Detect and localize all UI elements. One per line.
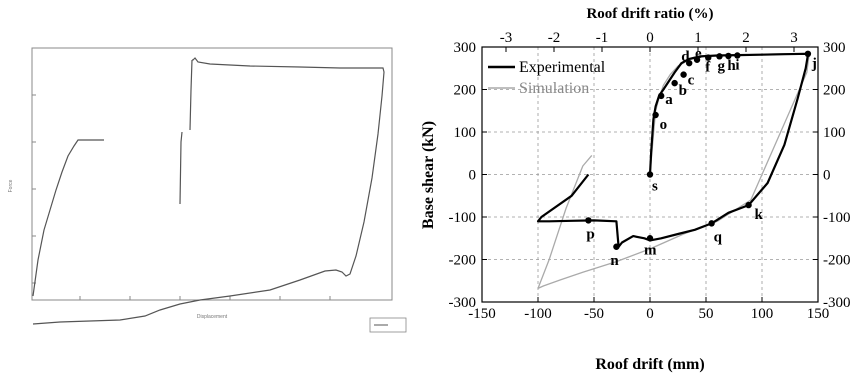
left-x-axis-label: Displacement — [197, 314, 228, 320]
annotation-point — [585, 217, 592, 224]
y-tick-label-right: 100 — [823, 125, 846, 141]
x2-axis-label: Roof drift ratio (%) — [586, 6, 713, 22]
annotation-point — [745, 201, 752, 209]
x2-tick-label: -1 — [596, 30, 609, 46]
x-tick-label: 0 — [646, 306, 654, 322]
x-tick-label: 150 — [807, 306, 830, 322]
annotation-label: k — [755, 207, 764, 223]
annotation-label: b — [679, 83, 687, 99]
annotation-point — [716, 53, 723, 60]
left-curve-upper — [32, 57, 385, 325]
annotation-point — [646, 235, 654, 242]
annotation-label: i — [735, 58, 739, 74]
x-tick-label: -150 — [468, 306, 496, 322]
annotation-label: e — [695, 46, 702, 62]
left-curve-lower — [32, 59, 193, 297]
legend-label-simulation: Simulation — [519, 80, 589, 97]
series-line-experimental — [536, 52, 809, 248]
annotation-point — [652, 111, 659, 119]
annotation-label: n — [610, 253, 619, 269]
annotation-label: o — [660, 117, 668, 133]
x-tick-labels: -150 -100 -50 0 50 100 150 — [468, 306, 829, 322]
annotation-point — [734, 52, 741, 59]
annotation-point — [804, 50, 812, 57]
annotation-label: g — [717, 58, 725, 74]
y-tick-labels-left: -300 -200 -100 0 100 200 300 — [449, 40, 477, 311]
y-tick-labels-right: -300 -200 -100 0 100 200 300 — [823, 40, 851, 311]
annotation-label: s — [652, 179, 658, 195]
legend-label-experimental: Experimental — [519, 59, 606, 76]
annotation-point — [725, 52, 732, 60]
series-lines — [536, 52, 810, 290]
annotation-point — [671, 79, 678, 87]
y-tick-label-left: 200 — [454, 83, 477, 99]
annotation-label: m — [644, 242, 657, 258]
y-tick-label-right: -200 — [823, 253, 851, 269]
left-y-axis-label: Force — [8, 179, 14, 192]
annotation-label: d — [681, 49, 690, 65]
y-tick-label-left: 100 — [454, 125, 477, 141]
annotation-point — [646, 171, 654, 178]
x2-tick-label: -3 — [500, 30, 513, 46]
y-axis-label: Base shear (kN) — [420, 121, 437, 229]
axis-ticks — [481, 46, 819, 303]
annotation-label: j — [811, 56, 817, 72]
x2-tick-label: 3 — [790, 30, 798, 46]
annotation-label: a — [665, 92, 673, 108]
legend: Experimental Simulation — [488, 59, 606, 97]
y-tick-label-left: 300 — [454, 40, 477, 56]
annotation-point — [680, 71, 687, 78]
x-tick-label: 50 — [699, 306, 714, 322]
y-tick-label-left: -200 — [449, 253, 477, 269]
left-x-ticks — [79, 296, 331, 300]
annotation-point — [613, 243, 620, 250]
series-line-simulation — [537, 52, 810, 290]
y-tick-label-left: -100 — [449, 210, 477, 226]
annotation-points — [585, 50, 812, 250]
annotation-point — [686, 59, 693, 67]
x-axis-label: Roof drift (mm) — [595, 356, 704, 373]
annotation-point — [705, 54, 712, 61]
annotation-point — [708, 220, 715, 227]
annotation-label: f — [705, 60, 711, 76]
y-tick-label-left: -300 — [449, 295, 477, 311]
annotation-label: q — [714, 229, 723, 245]
x-tick-label: 100 — [751, 306, 774, 322]
y-tick-label-right: 300 — [823, 40, 846, 56]
y-tick-label-right: 0 — [823, 168, 831, 184]
left-chart: Force Displacement — [8, 47, 407, 333]
y-tick-label-right: -100 — [823, 210, 851, 226]
annotation-point — [658, 92, 665, 100]
y-tick-label-right: -300 — [823, 295, 851, 311]
x2-tick-label: 1 — [694, 30, 702, 46]
annotation-label: p — [586, 226, 594, 242]
x-tick-label: -50 — [584, 306, 604, 322]
x-tick-label: -100 — [524, 306, 552, 322]
x2-tick-labels: -3 -2 -1 0 1 2 3 — [500, 30, 798, 46]
y-tick-label-left: 0 — [469, 168, 477, 184]
x2-tick-label: -2 — [548, 30, 561, 46]
y-tick-label-right: 200 — [823, 83, 846, 99]
x2-tick-label: 0 — [646, 30, 654, 46]
annotation-point — [693, 56, 701, 63]
left-y-ticks — [32, 47, 36, 284]
x2-tick-label: 2 — [742, 30, 750, 46]
left-plot-frame — [31, 47, 393, 301]
annotation-label: c — [688, 73, 695, 89]
annotation-label: h — [727, 58, 736, 74]
